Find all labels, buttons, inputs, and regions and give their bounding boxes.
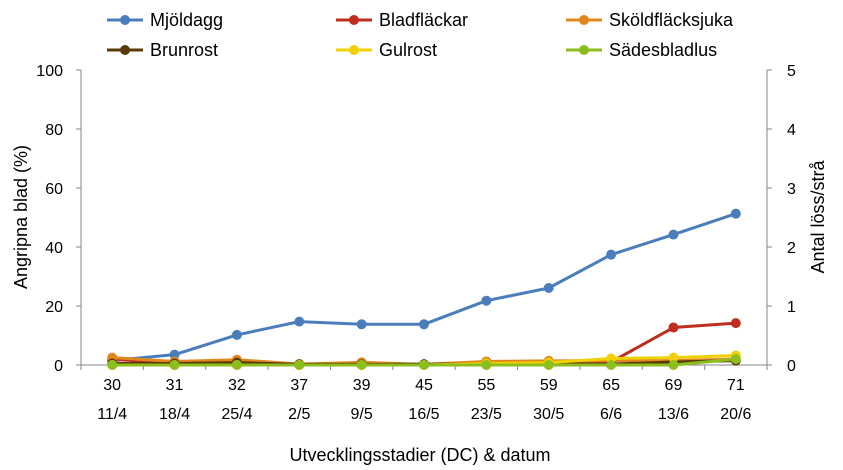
- x-tick-label-dc: 55: [477, 377, 495, 394]
- legend-swatch-marker: [579, 45, 589, 55]
- x-tick-label-dc: 39: [353, 377, 371, 394]
- x-tick-label-dc: 69: [665, 377, 683, 394]
- data-point: [294, 316, 305, 327]
- data-point: [606, 360, 617, 370]
- data-point: [419, 360, 429, 370]
- x-tick-label-date: 20/6: [720, 406, 751, 423]
- legend: Mjöldagg Bladfläckar Sköldfläcksjuka Brunro…: [107, 10, 734, 60]
- x-tick-label-date: 23/5: [471, 406, 502, 423]
- y-tick-label: 20: [45, 299, 63, 316]
- legend-label: Bladfläckar: [379, 10, 468, 30]
- y2-tick-label: 4: [787, 122, 796, 139]
- y2-axis-title: Antal löss/strå: [808, 159, 828, 273]
- x-tick-label-date: 25/4: [221, 406, 252, 423]
- legend-item: Brunrost: [107, 40, 218, 60]
- y-tick-label: 60: [45, 181, 63, 198]
- data-point: [169, 360, 180, 370]
- data-point: [730, 318, 741, 329]
- y-axis-title: Angripna blad (%): [11, 145, 31, 289]
- y-tick-label: 0: [54, 358, 63, 375]
- data-point: [419, 319, 429, 330]
- legend-item: Mjöldagg: [107, 10, 223, 30]
- data-point: [107, 360, 118, 370]
- x-tick-label-date: 30/5: [533, 406, 564, 423]
- x-tick-label-date: 13/6: [658, 406, 689, 423]
- y2-tick-label: 0: [787, 358, 796, 375]
- y-tick-label: 40: [45, 240, 63, 257]
- y2-tick-label: 3: [787, 181, 796, 198]
- legend-label: Sköldfläcksjuka: [609, 10, 734, 30]
- x-tick-label-date: 9/5: [351, 406, 373, 423]
- x-tick-label-date: 11/4: [97, 406, 127, 423]
- x-tick-label-date: 16/5: [408, 406, 439, 423]
- legend-label: Sädesbladlus: [609, 40, 717, 60]
- data-point: [543, 360, 554, 370]
- legend-item: Gulrost: [336, 40, 437, 60]
- data-point: [668, 322, 679, 333]
- x-tick-label-dc: 31: [166, 377, 184, 394]
- legend-item: Sköldfläcksjuka: [566, 10, 734, 30]
- legend-swatch-marker: [120, 15, 130, 25]
- data-point: [481, 360, 492, 370]
- x-tick-labels: 30 11/4 31 18/4 32 25/4 37 2/5 39 9/5 45 16/5 55 23/5…: [80, 365, 768, 423]
- data-point: [543, 283, 554, 294]
- data-point: [730, 354, 741, 365]
- data-point: [668, 352, 679, 363]
- legend-swatch-marker: [349, 45, 359, 55]
- x-axis-title: Utvecklingsstadier (DC) & datum: [289, 445, 550, 465]
- series-lines: [107, 208, 741, 370]
- y2-tick-label: 5: [787, 63, 796, 80]
- series-5: [107, 354, 741, 370]
- x-tick-label-dc: 71: [727, 377, 745, 394]
- data-point: [730, 208, 741, 219]
- legend-swatch-marker: [349, 15, 359, 25]
- data-point: [668, 229, 679, 240]
- legend-label: Brunrost: [150, 40, 218, 60]
- legend-label: Mjöldagg: [150, 10, 223, 30]
- data-point: [231, 360, 242, 370]
- legend-label: Gulrost: [379, 40, 437, 60]
- y2-tick-label: 2: [787, 240, 796, 257]
- y-tick-label: 100: [36, 63, 63, 80]
- data-point: [481, 295, 492, 306]
- x-tick-label-date: 2/5: [288, 406, 310, 423]
- y-tick-label: 80: [45, 122, 63, 139]
- legend-item: Bladfläckar: [336, 10, 468, 30]
- data-point: [356, 360, 367, 370]
- x-tick-label-dc: 30: [103, 377, 121, 394]
- series-0: [107, 208, 741, 366]
- x-tick-label-dc: 37: [290, 377, 308, 394]
- data-point: [356, 319, 367, 330]
- data-point: [606, 249, 617, 260]
- x-tick-label-date: 6/6: [600, 406, 622, 423]
- right-y-ticks: 0 1 2 3 4 5: [767, 63, 796, 375]
- y2-tick-label: 1: [787, 299, 796, 316]
- data-point: [668, 360, 679, 370]
- legend-swatch-marker: [120, 45, 130, 55]
- data-point: [294, 360, 305, 370]
- series-line: [112, 212, 737, 363]
- legend-swatch-marker: [579, 15, 589, 25]
- x-tick-label-date: 18/4: [159, 406, 190, 423]
- x-tick-label-dc: 45: [415, 377, 433, 394]
- x-tick-label-dc: 59: [540, 377, 558, 394]
- x-tick-label-dc: 32: [228, 377, 246, 394]
- legend-item: Sädesbladlus: [566, 40, 717, 60]
- data-point: [231, 329, 242, 340]
- left-y-ticks: 0 20 40 60 80 100: [36, 63, 81, 375]
- x-tick-label-dc: 65: [602, 377, 620, 394]
